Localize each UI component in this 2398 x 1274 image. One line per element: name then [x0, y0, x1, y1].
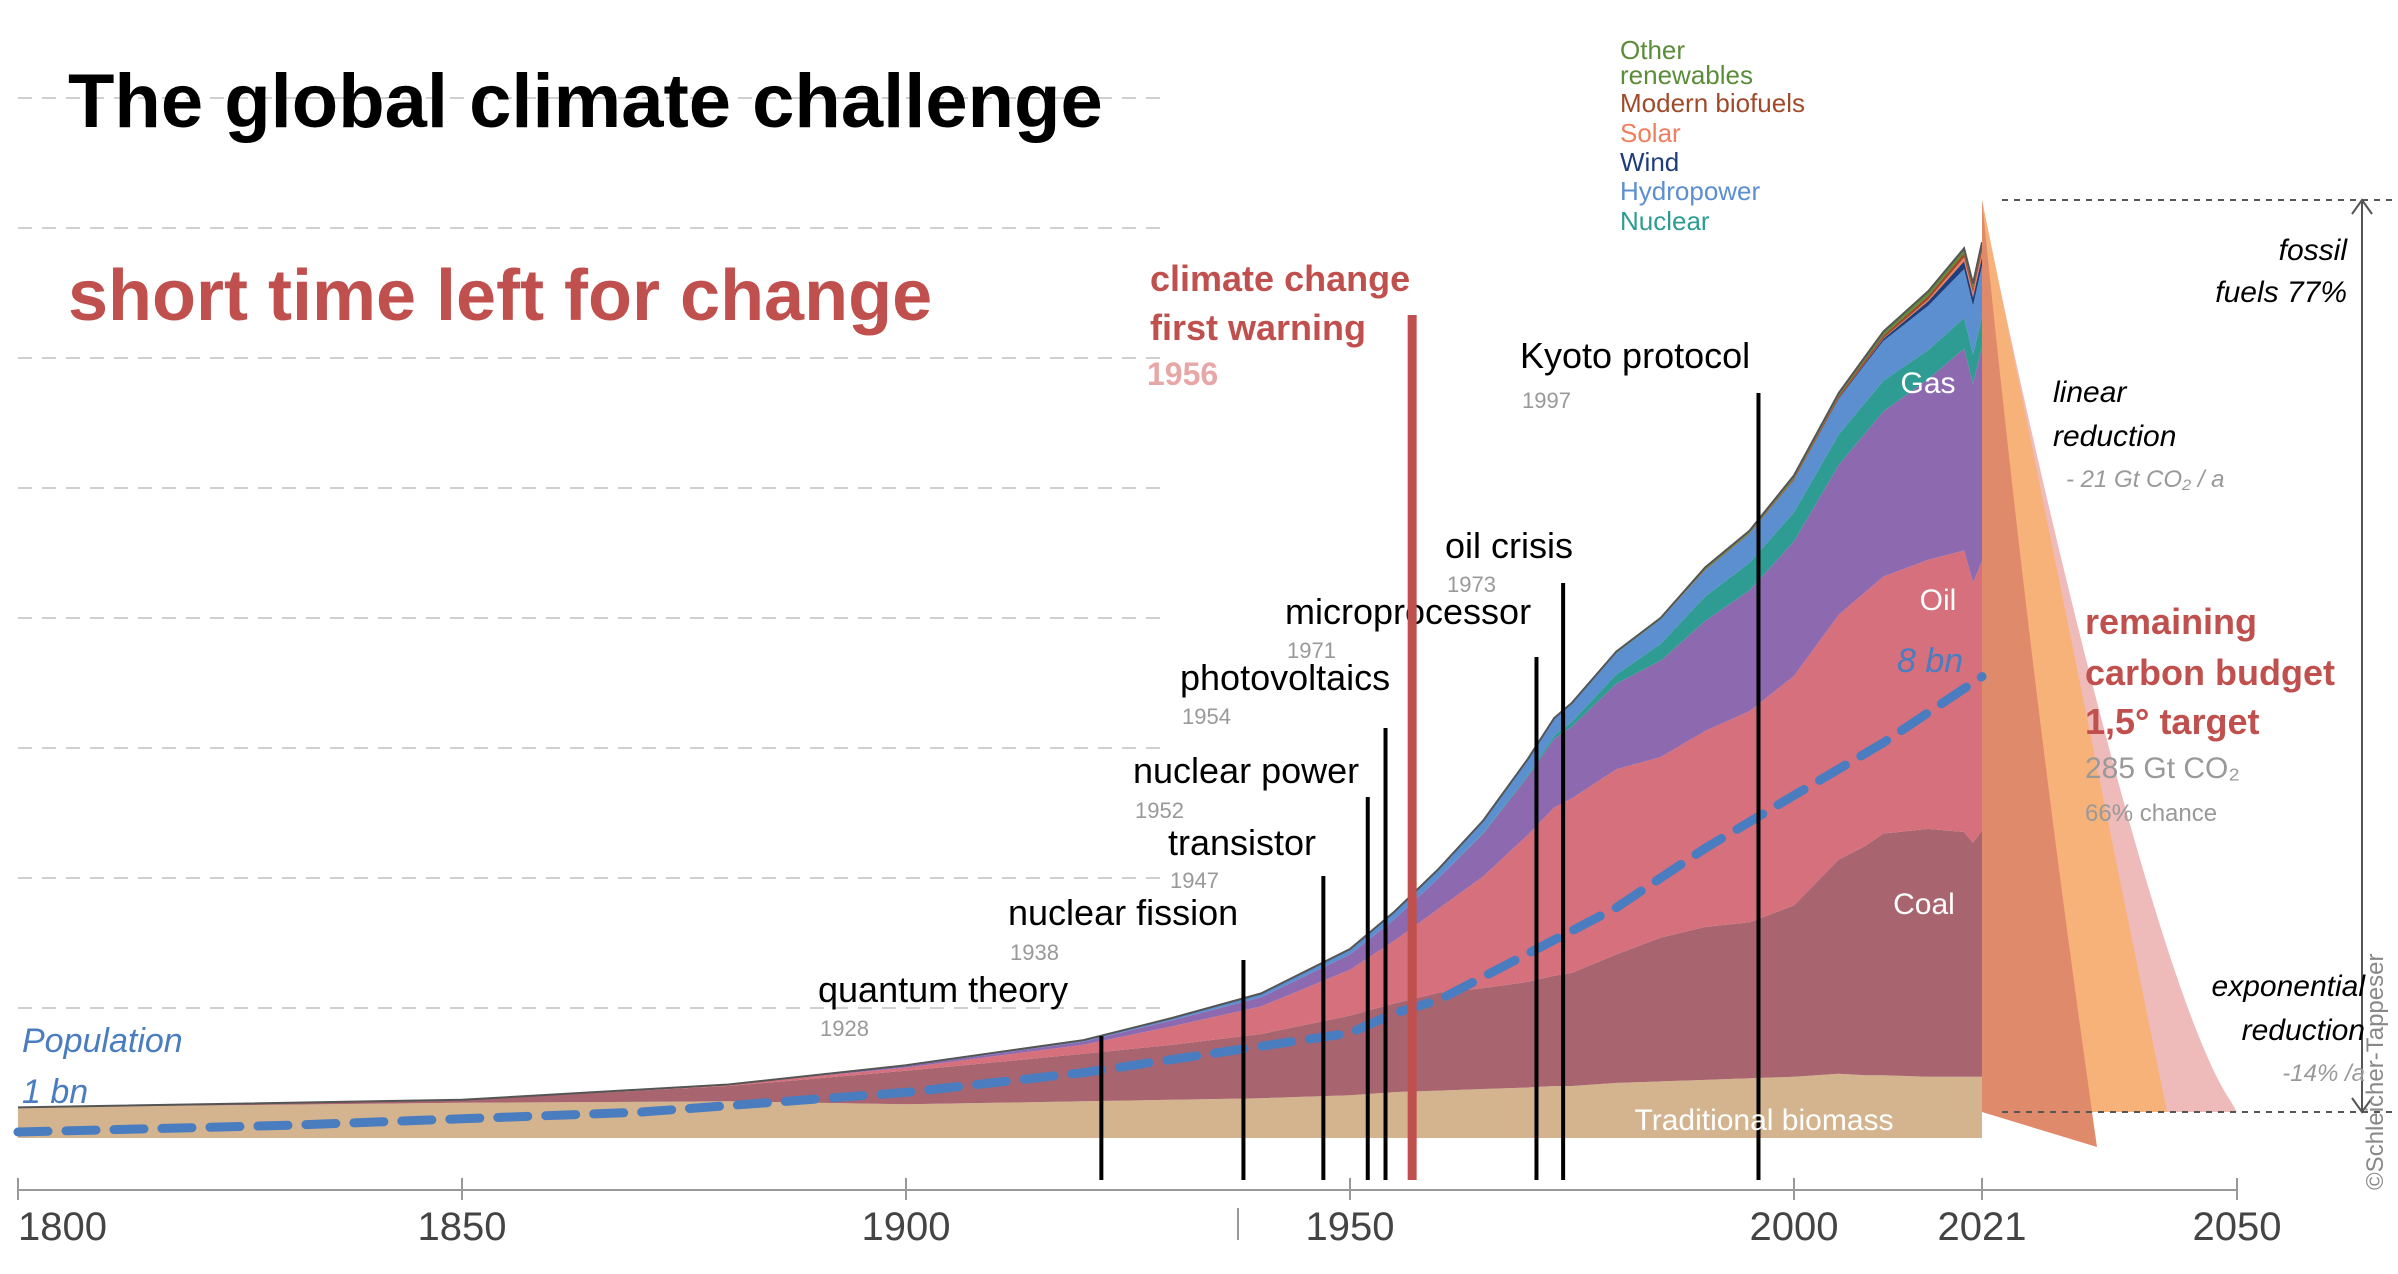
x-tick-label: 1800	[18, 1205, 107, 1249]
x-tick-label: 1850	[418, 1205, 507, 1249]
area-hydropower	[18, 265, 1982, 1108]
warning-label-1: climate change	[1150, 258, 1410, 299]
x-axis: 1800 1850 1900 1950 2000 2021 2050	[17, 1178, 2282, 1249]
legend-item: Solar	[1620, 118, 1681, 148]
population-start: 1 bn	[22, 1073, 88, 1111]
budget-label-2: carbon budget	[2085, 652, 2335, 693]
reduction-scenarios	[1982, 198, 2398, 1147]
legend-item: Other	[1620, 35, 1685, 65]
x-tick-label: 2021	[1938, 1205, 2027, 1249]
milestone-year: 1971	[1287, 638, 1336, 663]
milestone-year: 1954	[1182, 704, 1231, 729]
milestone-year: 1938	[1010, 940, 1059, 965]
milestone-label: transistor	[1168, 822, 1316, 863]
fossil-label-1: fossil	[2279, 234, 2349, 267]
milestone-year: 1947	[1170, 868, 1219, 893]
gridlines	[18, 97, 1160, 1009]
area-coal	[18, 828, 1982, 1108]
bracket-arrow-top	[2351, 198, 2373, 215]
milestones: quantum theory 1928 nuclear fission 1938 tra…	[818, 258, 1761, 1180]
legend-item: Wind	[1620, 147, 1679, 177]
milestone-label: nuclear fission	[1008, 892, 1238, 933]
warning-label-2: first warning	[1150, 307, 1366, 348]
page-title: The global climate challenge	[68, 59, 1103, 144]
chart-labels: Gas Oil Coal Traditional biomass Otherrenewa…	[22, 35, 2366, 1137]
credit: ©Schleicher-Tappeser	[2362, 953, 2389, 1190]
budget-area	[1982, 200, 2097, 1147]
exponential-label-1: exponential	[2212, 970, 2367, 1003]
area-label: Oil	[1920, 584, 1957, 617]
budget-amount: 285 Gt CO₂	[2085, 752, 2240, 785]
milestone-label: oil crisis	[1445, 525, 1573, 566]
legend-item: Modern biofuels	[1620, 88, 1805, 118]
fossil-label-2: fuels 77%	[2215, 276, 2347, 309]
population-label: Population	[22, 1022, 183, 1060]
milestone-label: quantum theory	[818, 969, 1068, 1010]
area-label: Coal	[1893, 888, 1955, 921]
milestone-label: photovoltaics	[1180, 657, 1390, 698]
area-label: Traditional biomass	[1635, 1104, 1894, 1137]
milestone-year: 1952	[1135, 798, 1184, 823]
area-gas	[18, 347, 1982, 1108]
milestone-year: 1928	[820, 1016, 869, 1041]
area-label: Gas	[1900, 367, 1955, 400]
bracket-arrow-bottom	[2351, 1097, 2373, 1114]
milestone-label: nuclear power	[1133, 750, 1359, 791]
exponential-rate: -14% /a	[2282, 1060, 2365, 1087]
budget-chance: 66% chance	[2085, 800, 2217, 827]
linear-label-2: reduction	[2053, 420, 2176, 453]
x-tick-label: 1950	[1306, 1205, 1395, 1249]
area-traditional-biomass	[18, 1073, 1982, 1138]
linear-rate: - 21 Gt CO₂ / a	[2066, 466, 2225, 493]
milestone-year: 1973	[1447, 572, 1496, 597]
exponential-label-2: reduction	[2242, 1014, 2365, 1047]
legend-item: Nuclear	[1620, 206, 1710, 236]
milestone-year: 1997	[1522, 388, 1571, 413]
page-subtitle: short time left for change	[68, 256, 933, 336]
x-tick-label: 2050	[2193, 1205, 2282, 1249]
x-tick-label: 1900	[862, 1205, 951, 1249]
milestone-label: Kyoto protocol	[1520, 335, 1750, 376]
x-tick-label: 2000	[1750, 1205, 1839, 1249]
legend-item: Hydropower	[1620, 176, 1761, 206]
budget-label-3: 1,5° target	[2085, 701, 2259, 742]
warning-year: 1956	[1147, 356, 1218, 392]
population-line	[13, 672, 1987, 1137]
linear-label-1: linear	[2053, 376, 2127, 409]
population-line-group	[13, 672, 1987, 1137]
legend-item: renewables	[1620, 60, 1753, 90]
budget-label-1: remaining	[2085, 601, 2257, 642]
population-end: 8 bn	[1897, 642, 1963, 680]
